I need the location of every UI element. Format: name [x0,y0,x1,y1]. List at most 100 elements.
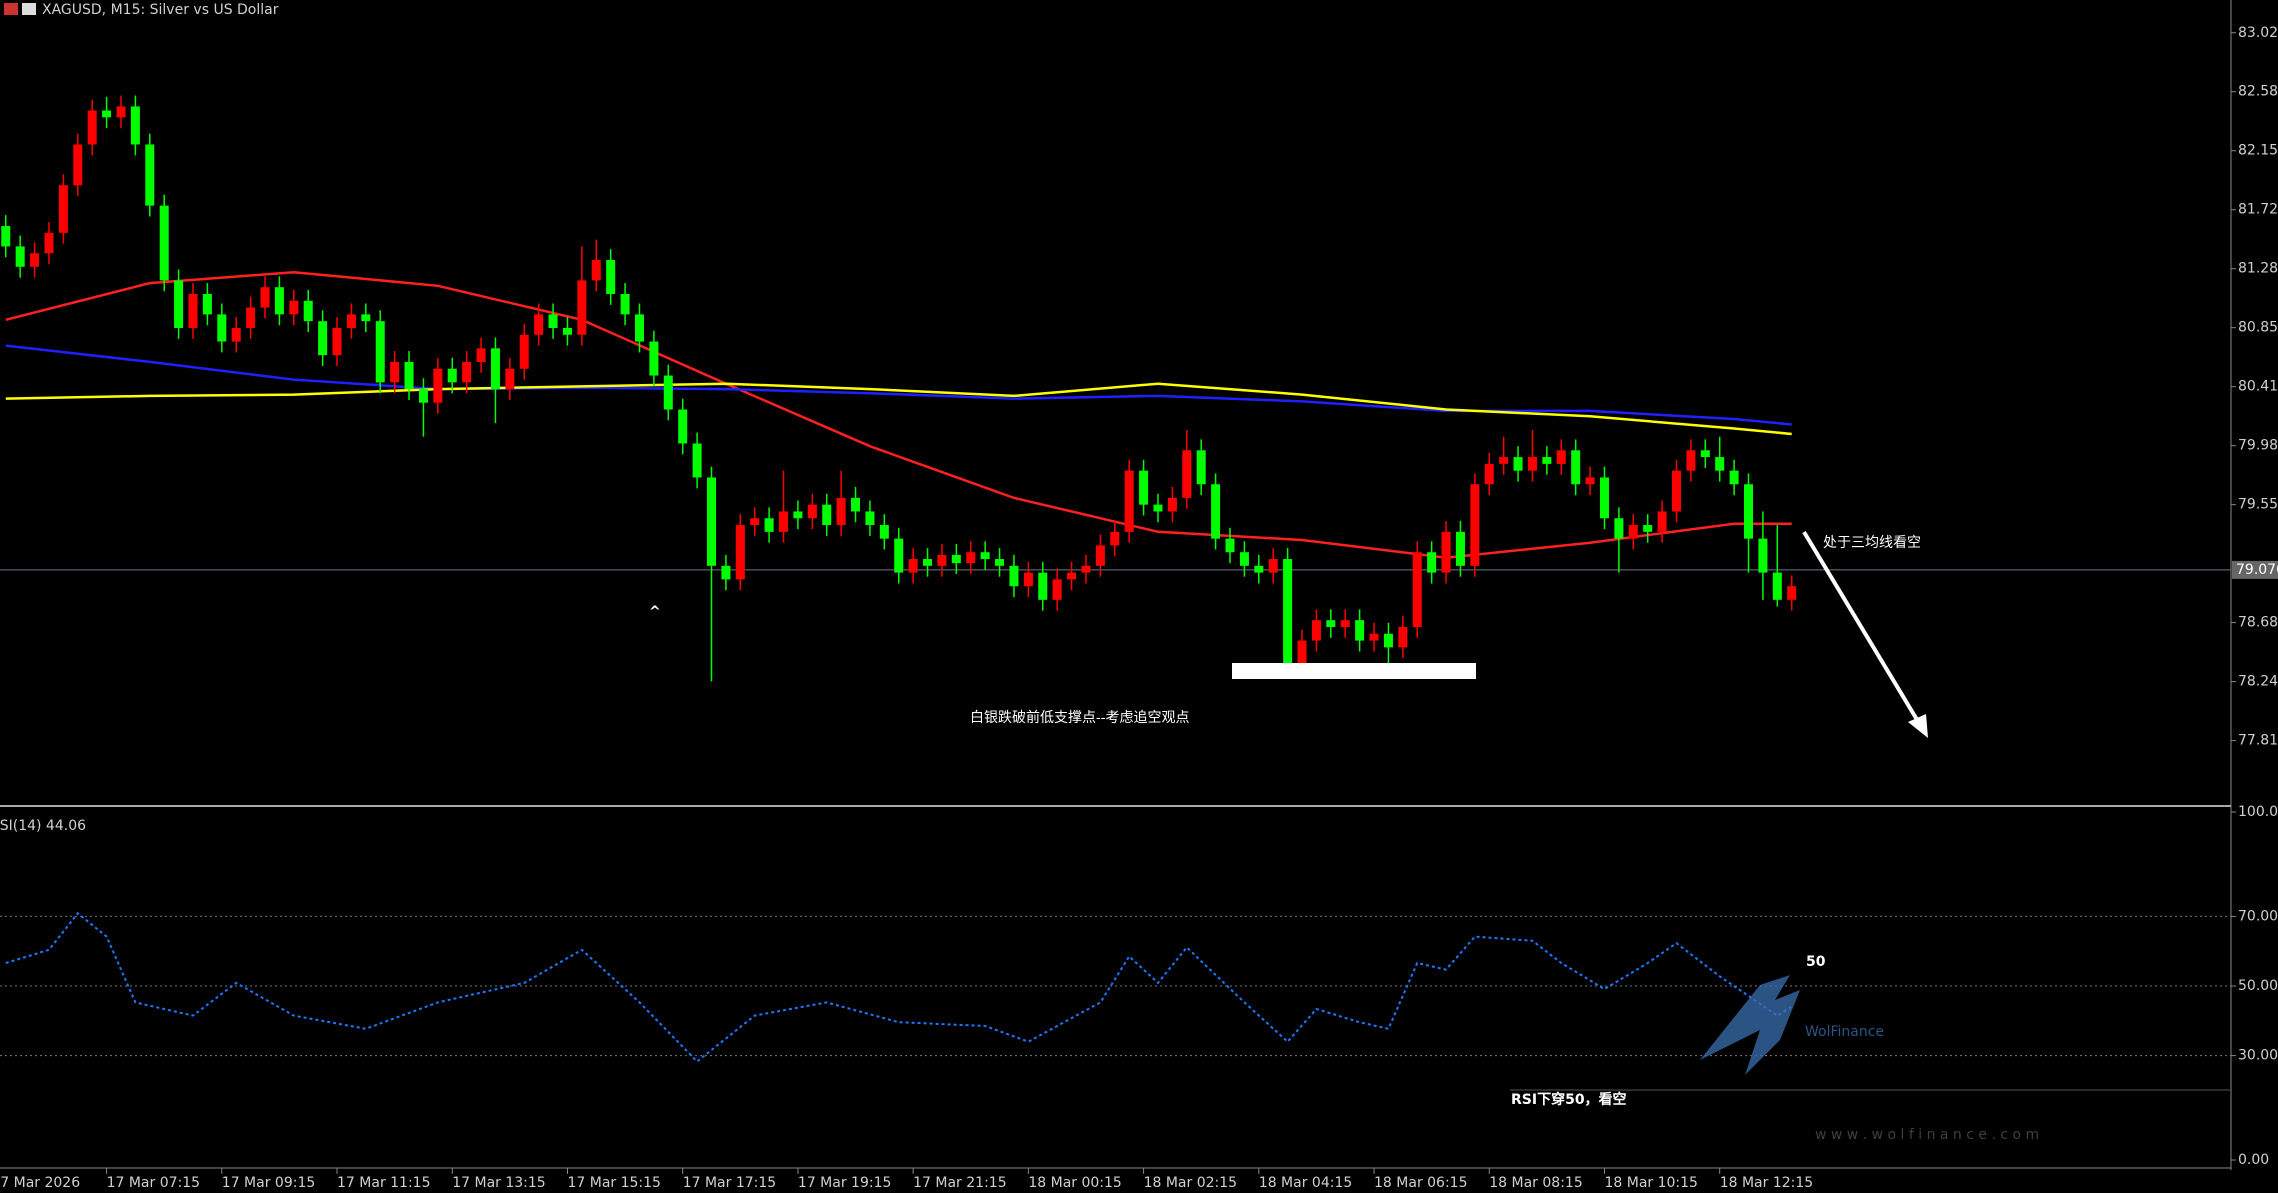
candle-body [1110,531,1120,546]
y-tick-label: 78.682 [2238,615,2278,631]
candle-body [44,232,54,254]
candle-body [548,314,558,328]
x-tick-label: 17 Mar 17:15 [683,1175,776,1191]
candle-body [562,327,572,335]
annotation: 白银跌破前低支撑点--考虑追空观点 [970,709,1189,726]
annotation: RSI下穿50，看空 [1511,1091,1627,1108]
candle-body [1700,450,1710,458]
candle-body [851,497,861,512]
candle-body [692,443,702,478]
candle-body [433,368,443,403]
candle-body [620,293,630,315]
watermark-logo [1700,975,1800,1075]
candle-body [1556,450,1566,464]
moving-average [5,270,1792,559]
chart-icon [22,3,36,15]
candle-body [894,538,904,573]
candle-body [289,300,299,315]
annotation: 处于三均线看空 [1823,535,1921,551]
candle-body [980,552,990,560]
candle-body [1758,538,1768,573]
x-tick-label: 17 Mar 2026 [0,1175,80,1191]
x-tick-label: 18 Mar 02:15 [1144,1175,1237,1191]
candle-body [1355,620,1365,641]
rsi-title: RSI(14) 44.06 [0,818,86,834]
candle-body [318,321,328,356]
candle-body [1772,572,1782,600]
candle-body [1038,572,1048,600]
candle-body [1527,457,1537,471]
y-tick-label: 50.00 [2238,978,2278,994]
y-tick-label: 81.720 [2238,202,2278,218]
current-price-box [2232,560,2278,579]
candle-body [87,110,97,145]
candle-body [1326,620,1336,627]
x-tick-label: 18 Mar 06:15 [1374,1175,1467,1191]
candle-body [246,307,256,328]
candle-body [865,511,875,526]
x-tick-label: 18 Mar 10:15 [1604,1175,1697,1191]
candle-body [260,287,270,308]
watermark-text: WolFinance [1805,1024,1884,1040]
flag-icon [4,3,18,15]
rsi-line [5,911,1793,1063]
candle-body [735,525,745,580]
candle-body [505,368,515,390]
candle-body [793,511,803,519]
arrow-head [1908,714,1928,738]
candle-body [1081,565,1091,573]
candle-body [1657,511,1667,532]
candle-body [418,389,428,403]
candle-body [1729,470,1739,485]
candle-body [447,368,457,383]
x-tick-label: 18 Mar 04:15 [1259,1175,1352,1191]
candle-body [1383,633,1393,648]
candle-body [606,260,616,294]
candle-body [822,504,832,526]
candle-body [1340,620,1350,627]
y-tick-label: 82.154 [2238,143,2278,159]
candle-body [274,287,284,315]
candle-body [1499,457,1509,464]
y-tick-label: 83.022 [2238,25,2278,41]
candle-body [1614,518,1624,539]
candle-body [159,205,169,281]
candle-body [1787,586,1797,600]
y-tick-label: 81.286 [2238,261,2278,277]
candle-body [836,497,846,526]
candle-body [174,280,184,328]
y-tick-label: 80.418 [2238,379,2278,395]
candle-body [923,559,933,566]
candle-body [361,314,371,322]
annotation-marker: ^ [649,604,661,620]
current-price-label: 79.070 [2236,562,2278,578]
x-tick-label: 17 Mar 19:15 [798,1175,891,1191]
x-tick-label: 17 Mar 11:15 [337,1175,430,1191]
candle-body [721,565,731,580]
candle-body [1671,470,1681,512]
candle-body [1455,531,1465,566]
candle-body [908,559,918,573]
candle-body [1643,525,1653,532]
candle-body [1585,477,1595,485]
candle-body [1052,579,1062,600]
candle-body [1139,470,1149,505]
candle-body [1513,457,1523,471]
candle-body [807,504,817,519]
candle-body [375,321,385,383]
candle-body [490,348,500,390]
candle-body [649,341,659,376]
candle-body [1427,552,1437,573]
y-tick-label: 82.588 [2238,84,2278,100]
candle-body [217,314,227,342]
candle-body [390,361,400,383]
candle-body [1167,497,1177,512]
candle-body [1,226,11,247]
x-tick-label: 17 Mar 15:15 [567,1175,660,1191]
candle-body [779,511,789,532]
candle-body [1369,633,1379,641]
candle-body [1009,565,1019,587]
candle-body [966,552,976,564]
x-tick-label: 17 Mar 07:15 [107,1175,200,1191]
candle-body [519,334,529,369]
